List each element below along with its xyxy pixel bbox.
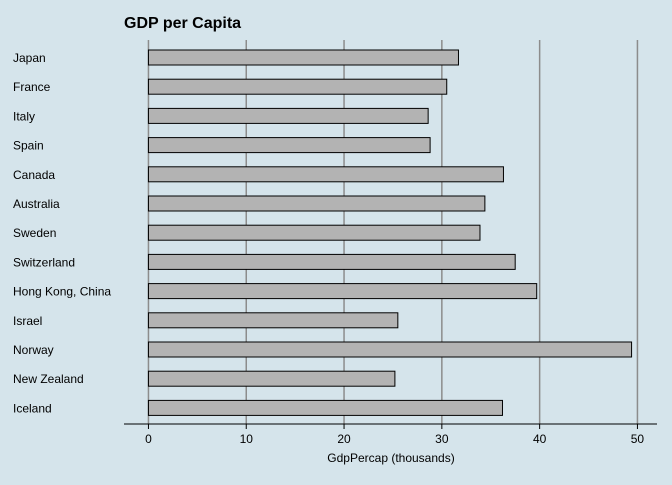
category-label: France (13, 80, 51, 94)
bar-italy (147, 107, 429, 124)
bar-sweden (147, 224, 481, 241)
bar-australia (147, 195, 486, 212)
category-label: Italy (13, 109, 35, 123)
bar-norway (147, 341, 633, 358)
chart-title: GDP per Capita (124, 15, 241, 32)
category-label: Canada (13, 168, 55, 182)
category-label: Norway (13, 343, 54, 357)
category-label: Australia (13, 197, 60, 211)
bar-france (147, 78, 448, 95)
bar-iceland (147, 399, 503, 416)
bar-canada (147, 166, 504, 183)
category-label: Japan (13, 51, 46, 65)
x-tick-label: 20 (337, 432, 351, 446)
category-label: Iceland (13, 401, 52, 415)
category-label: Switzerland (13, 255, 75, 269)
x-axis: 0 10 20 30 40 50 (124, 423, 657, 446)
bar-japan (147, 49, 459, 66)
category-label: Hong Kong, China (13, 285, 111, 299)
category-label: Sweden (13, 226, 56, 240)
x-tick-label: 0 (145, 432, 152, 446)
category-label: Spain (13, 139, 44, 153)
category-labels: Japan France Italy Spain Canada Australia Swed… (13, 51, 111, 415)
x-tick-label: 10 (240, 432, 254, 446)
x-axis-title: GdpPercap (thousands) (327, 451, 454, 465)
category-label: New Zealand (13, 372, 84, 386)
bar-israel (147, 312, 399, 329)
x-tick-label: 30 (435, 432, 449, 446)
category-label: Israel (13, 314, 42, 328)
x-tick-label: 40 (533, 432, 547, 446)
bar-new-zealand (147, 370, 396, 387)
x-tick-label: 50 (631, 432, 645, 446)
bar-switzerland (147, 253, 516, 270)
bars (147, 49, 633, 416)
bar-spain (147, 137, 431, 154)
bar-hong-kong-china (147, 283, 538, 300)
